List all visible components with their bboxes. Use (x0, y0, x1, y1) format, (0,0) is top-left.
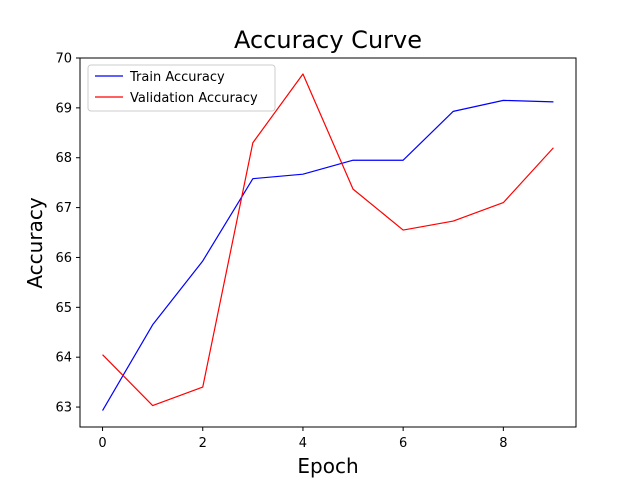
y-axis-title: Accuracy (23, 197, 47, 288)
y-tick-label: 63 (55, 401, 72, 416)
x-tick-label: 8 (499, 436, 507, 451)
x-tick-label: 2 (199, 436, 207, 451)
y-axis: 63 64 65 66 67 68 69 70 (55, 52, 80, 416)
y-tick-label: 70 (55, 52, 72, 67)
x-tick-label: 0 (98, 436, 106, 451)
x-axis: 0 2 4 6 8 (98, 427, 507, 451)
legend-label-validation: Validation Accuracy (130, 91, 258, 106)
y-tick-label: 68 (55, 151, 72, 166)
y-tick-label: 65 (55, 301, 72, 316)
x-tick-label: 6 (399, 436, 407, 451)
y-tick-label: 66 (55, 251, 72, 266)
legend-box (87, 64, 276, 112)
chart-title: Accuracy Curve (234, 26, 422, 54)
y-tick-label: 64 (55, 351, 72, 366)
validation-accuracy-line (102, 73, 554, 407)
legend: Train Accuracy Validation Accuracy (87, 64, 276, 112)
y-tick-label: 69 (55, 101, 72, 116)
plot-frame (79, 57, 577, 428)
y-tick-label: 67 (55, 201, 72, 216)
x-axis-title: Epoch (297, 454, 358, 478)
legend-label-train: Train Accuracy (129, 70, 225, 85)
plot-area (102, 73, 554, 411)
train-accuracy-line (102, 99, 554, 411)
x-tick-label: 4 (299, 436, 307, 451)
